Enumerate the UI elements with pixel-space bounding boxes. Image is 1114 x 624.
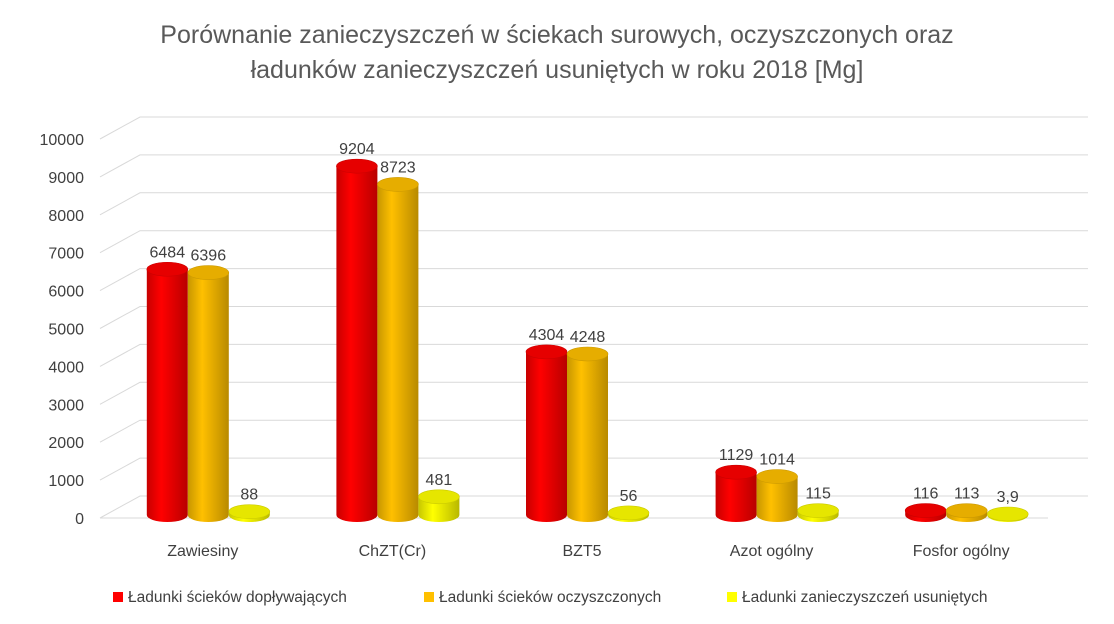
legend-label: Ładunki ścieków oczyszczonych (439, 589, 661, 606)
y-tick-label: 5000 (48, 322, 84, 339)
bar (418, 489, 460, 523)
chart-title-line-2: ładunków zanieczyszczeń usuniętych w rok… (250, 56, 864, 84)
legend-item: Ładunki zanieczyszczeń usuniętych (727, 589, 988, 606)
legend: Ładunki ścieków dopływających Ładunki ści… (113, 589, 988, 606)
y-axis-ticks: 0 1000 2000 3000 4000 5000 6000 7000 8000 9000 100… (40, 132, 85, 528)
data-label: 56 (620, 488, 638, 505)
bar (756, 469, 798, 523)
gridline (99, 457, 1088, 481)
bar (797, 503, 839, 523)
bar-body (756, 476, 798, 523)
bar-body (567, 354, 608, 523)
bar-body (526, 351, 567, 523)
gridline (99, 306, 1088, 329)
bar-top (715, 464, 757, 480)
bar-top (607, 505, 650, 521)
y-tick-label: 7000 (48, 246, 84, 263)
data-label: 6484 (150, 244, 186, 261)
data-label: 3,9 (997, 489, 1019, 506)
bar (146, 261, 189, 523)
y-tick-label: 6000 (48, 284, 84, 301)
bar (377, 177, 419, 523)
data-labels: 6484 6396 88 9204 8723 481 4304 4248 56 1129 1014 1… (150, 141, 1019, 506)
data-label: 1129 (719, 447, 754, 464)
bar (525, 344, 568, 523)
gridline (99, 116, 1088, 140)
category-label: Zawiesiny (167, 543, 238, 560)
bar-top (336, 158, 378, 174)
bar-top (187, 265, 230, 280)
bar (607, 505, 650, 523)
bar (904, 503, 947, 523)
bar (715, 464, 757, 523)
category-label: BZT5 (562, 543, 601, 560)
bar-top (418, 489, 460, 505)
y-tick-label: 0 (75, 511, 84, 528)
bar-top (228, 504, 271, 519)
legend-swatch (727, 592, 737, 602)
data-label: 115 (805, 486, 831, 503)
y-tick-label: 4000 (48, 359, 84, 376)
category-label: Fosfor ogólny (913, 543, 1010, 560)
data-label: 1014 (759, 452, 795, 469)
gridline (99, 381, 1088, 405)
y-tick-label: 3000 (48, 397, 84, 414)
data-label: 4304 (529, 327, 565, 344)
bar-top (986, 506, 1029, 522)
bar-body (187, 272, 229, 523)
bar (228, 504, 271, 522)
gridline (99, 230, 1088, 254)
bar (986, 506, 1029, 522)
chart-title-line-1: Porównanie zanieczyszczeń w ściekach sur… (160, 21, 954, 49)
data-label: 481 (426, 472, 453, 489)
legend-item: Ładunki ścieków oczyszczonych (424, 589, 661, 606)
bar-body (377, 184, 419, 523)
category-labels: Zawiesiny ChZT(Cr) BZT5 Azot ogólny Fosfor o… (167, 543, 1009, 560)
bar-top (797, 503, 839, 518)
y-tick-label: 1000 (48, 473, 84, 490)
gridline (99, 192, 1088, 216)
bar (336, 158, 378, 523)
gridline (99, 154, 1088, 178)
data-label: 116 (913, 486, 939, 503)
bar (187, 265, 230, 523)
data-label: 6396 (191, 248, 227, 265)
bar (945, 503, 988, 523)
legend-item: Ładunki ścieków dopływających (113, 589, 347, 606)
legend-label: Ładunki zanieczyszczeń usuniętych (742, 589, 988, 606)
bars (146, 158, 1029, 523)
bar-top (525, 344, 568, 360)
legend-label: Ładunki ścieków dopływających (128, 589, 347, 606)
category-label: Azot ogólny (730, 543, 814, 560)
data-label: 113 (954, 486, 980, 503)
data-label: 88 (240, 487, 258, 504)
chart-title: Porównanie zanieczyszczeń w ściekach sur… (0, 18, 1114, 88)
bar-body (715, 472, 757, 523)
gridline (99, 343, 1088, 367)
bar-top (377, 177, 419, 192)
gridline (99, 268, 1088, 292)
y-tick-label: 2000 (48, 435, 84, 452)
bar-body (146, 269, 188, 523)
data-label: 8723 (380, 159, 416, 176)
bar-top (566, 346, 609, 362)
legend-swatch (113, 592, 123, 602)
category-label: ChZT(Cr) (359, 543, 427, 560)
bar-body (336, 166, 378, 523)
bar (566, 346, 609, 523)
legend-swatch (424, 592, 434, 602)
data-label: 4248 (570, 329, 606, 346)
bar-top (146, 261, 189, 277)
data-label: 9204 (339, 141, 375, 158)
bar-top (904, 503, 947, 518)
y-tick-label: 10000 (40, 132, 85, 149)
bar-top (945, 503, 988, 519)
bar-top (756, 469, 798, 484)
y-tick-label: 8000 (48, 208, 84, 225)
y-tick-label: 9000 (48, 170, 84, 187)
gridline (99, 419, 1088, 443)
